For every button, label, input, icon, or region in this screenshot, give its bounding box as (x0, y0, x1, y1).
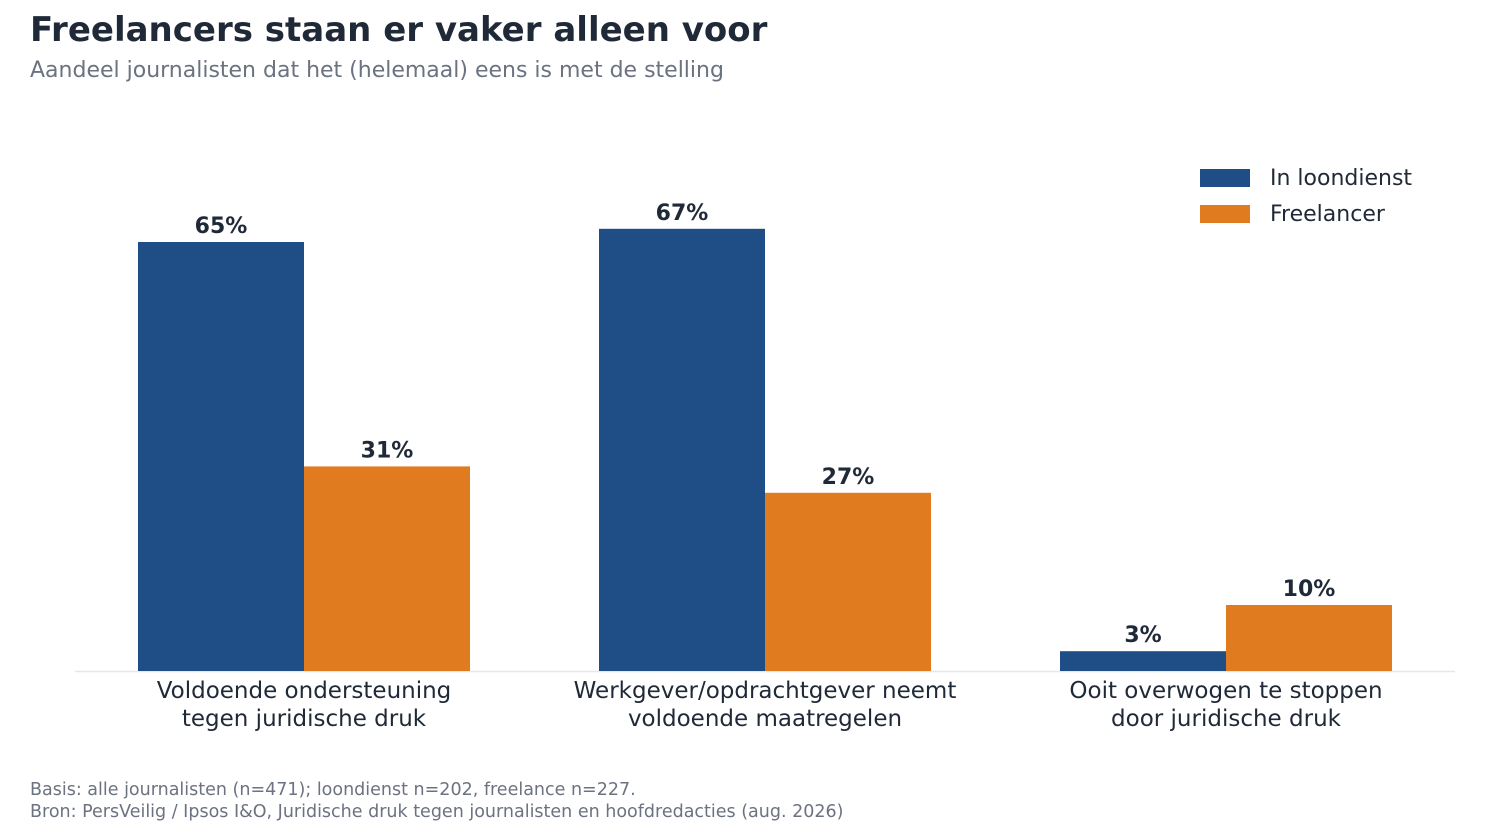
x-tick-label-3: Ooit overwogen te stoppen door juridische… (1069, 678, 1382, 732)
bar-in-loondienst-2 (599, 228, 765, 672)
legend: In loondienst Freelancer (1200, 160, 1412, 232)
data-label-freelancer-3: 10% (1283, 577, 1336, 602)
bar-chart: 65% 31% Voldoende ondersteuning tegen jurid… (75, 201, 1455, 732)
data-label-in-loondienst-3: 3% (1124, 623, 1161, 648)
x-tick-label-2: Werkgever/opdrachtgever neemt voldoende m… (574, 678, 957, 732)
data-label-freelancer-2: 27% (822, 465, 875, 490)
legend-item-in-loondienst: In loondienst (1200, 160, 1412, 196)
legend-swatch-freelancer (1200, 205, 1250, 223)
footnote-source: Bron: PersVeilig / Ipsos I&O, Juridische… (30, 802, 844, 822)
bar-freelancer-3 (1226, 605, 1392, 671)
bar-in-loondienst-3 (1060, 651, 1226, 671)
chart-title: Freelancers staan er vaker alleen voor (30, 10, 768, 50)
data-label-freelancer-1: 31% (361, 438, 414, 463)
chart-subtitle: Aandeel journalisten dat het (helemaal) … (30, 58, 724, 83)
bar-freelancer-1 (304, 466, 470, 671)
bar-in-loondienst-1 (138, 242, 304, 671)
legend-item-freelancer: Freelancer (1200, 196, 1412, 232)
data-label-in-loondienst-2: 67% (656, 201, 709, 226)
legend-label-in-loondienst: In loondienst (1270, 165, 1413, 191)
bar-freelancer-2 (765, 492, 931, 671)
data-label-in-loondienst-1: 65% (195, 214, 248, 239)
legend-swatch-in-loondienst (1200, 169, 1250, 187)
legend-label-freelancer: Freelancer (1270, 201, 1385, 227)
x-tick-label-1: Voldoende ondersteuning tegen juridische … (157, 678, 452, 732)
footnote-basis: Basis: alle journalisten (n=471); loondi… (30, 780, 636, 800)
